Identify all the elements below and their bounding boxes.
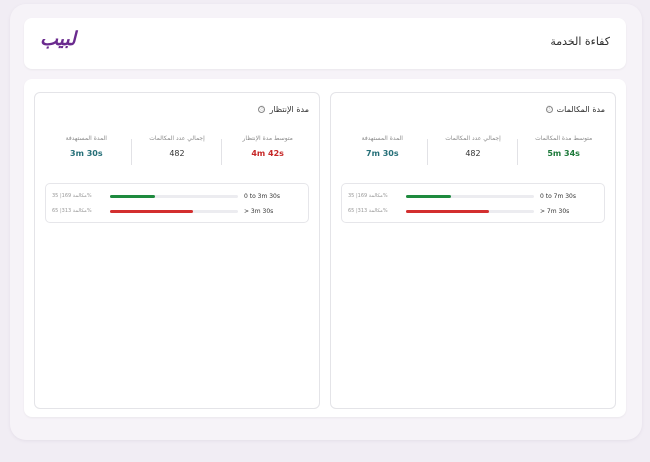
wait-duration-stats: متوسط مدة الإنتظار 4m 42s إجمالي عدد الم…: [41, 135, 313, 171]
stat-target-duration: المدة المستهدفة 3m 30s: [41, 135, 132, 171]
wait-duration-title: مدة الإنتظار ⓘ: [258, 105, 309, 114]
stat-label: متوسط مدة الإنتظار: [242, 135, 293, 142]
call-duration-panel: مدة المكالمات ⓘ متوسط مدة المكالمات 5m 3…: [330, 92, 616, 409]
call-duration-stats: متوسط مدة المكالمات 5m 34s إجمالي عدد ال…: [337, 135, 609, 171]
page-title: كفاءة الخدمة: [550, 35, 610, 48]
wait-duration-panel: مدة الإنتظار ⓘ متوسط مدة الإنتظار 4m 42s…: [34, 92, 320, 409]
distribution-row-within-target: مكالمة 169| 35% 0 to 3m 30s: [52, 191, 302, 201]
stat-value: 482: [465, 149, 481, 158]
info-icon[interactable]: ⓘ: [545, 106, 553, 113]
stat-value: 5m 34s: [547, 149, 580, 158]
wait-duration-distribution: مكالمة 169| 35% 0 to 3m 30s مكالمة 313| …: [45, 183, 309, 223]
stat-label: المدة المستهدفة: [361, 135, 403, 142]
distribution-row-over-target: مكالمة 313| 65% > 3m 30s: [52, 206, 302, 216]
bar-range-label: > 7m 30s: [540, 207, 570, 215]
stat-total-calls: إجمالي عدد المكالمات 482: [428, 135, 519, 171]
progress-track: [110, 209, 238, 213]
stat-total-calls: إجمالي عدد المكالمات 482: [132, 135, 223, 171]
stat-label: المدة المستهدفة: [65, 135, 107, 142]
stat-label: إجمالي عدد المكالمات: [445, 135, 501, 142]
progress-track: [406, 209, 534, 213]
progress-track: [110, 194, 238, 198]
progress-track: [406, 194, 534, 198]
stat-target-duration: المدة المستهدفة 7m 30s: [337, 135, 428, 171]
stat-value: 4m 42s: [251, 149, 284, 158]
distribution-row-within-target: مكالمة 169| 35% 0 to 7m 30s: [348, 191, 598, 201]
progress-fill: [406, 194, 451, 198]
bar-range-label: 0 to 7m 30s: [540, 192, 576, 200]
progress-fill: [406, 209, 490, 213]
bar-count-label: مكالمة 313| 65%: [52, 208, 92, 214]
app-logo: لبيب: [40, 28, 76, 50]
distribution-row-over-target: مكالمة 313| 65% > 7m 30s: [348, 206, 598, 216]
call-duration-title-text: مدة المكالمات: [556, 105, 605, 114]
bar-range-label: 0 to 3m 30s: [244, 192, 280, 200]
main-content: مدة المكالمات ⓘ متوسط مدة المكالمات 5m 3…: [24, 79, 626, 417]
bar-range-label: > 3m 30s: [244, 207, 274, 215]
bar-count-label: مكالمة 169| 35%: [52, 193, 92, 199]
progress-fill: [110, 194, 155, 198]
stat-average-wait-duration: متوسط مدة الإنتظار 4m 42s: [222, 135, 313, 171]
wait-duration-title-text: مدة الإنتظار: [269, 105, 309, 114]
info-icon[interactable]: ⓘ: [258, 106, 266, 113]
stat-value: 7m 30s: [366, 149, 399, 158]
stat-average-call-duration: متوسط مدة المكالمات 5m 34s: [518, 135, 609, 171]
call-duration-title: مدة المكالمات ⓘ: [545, 105, 605, 114]
stat-value: 3m 30s: [70, 149, 103, 158]
page-header: لبيب كفاءة الخدمة: [24, 18, 626, 69]
bar-count-label: مكالمة 169| 35%: [348, 193, 388, 199]
call-duration-distribution: مكالمة 169| 35% 0 to 7m 30s مكالمة 313| …: [341, 183, 605, 223]
stat-label: متوسط مدة المكالمات: [535, 135, 593, 142]
progress-fill: [110, 209, 194, 213]
stat-label: إجمالي عدد المكالمات: [149, 135, 205, 142]
stat-value: 482: [169, 149, 185, 158]
bar-count-label: مكالمة 313| 65%: [348, 208, 388, 214]
